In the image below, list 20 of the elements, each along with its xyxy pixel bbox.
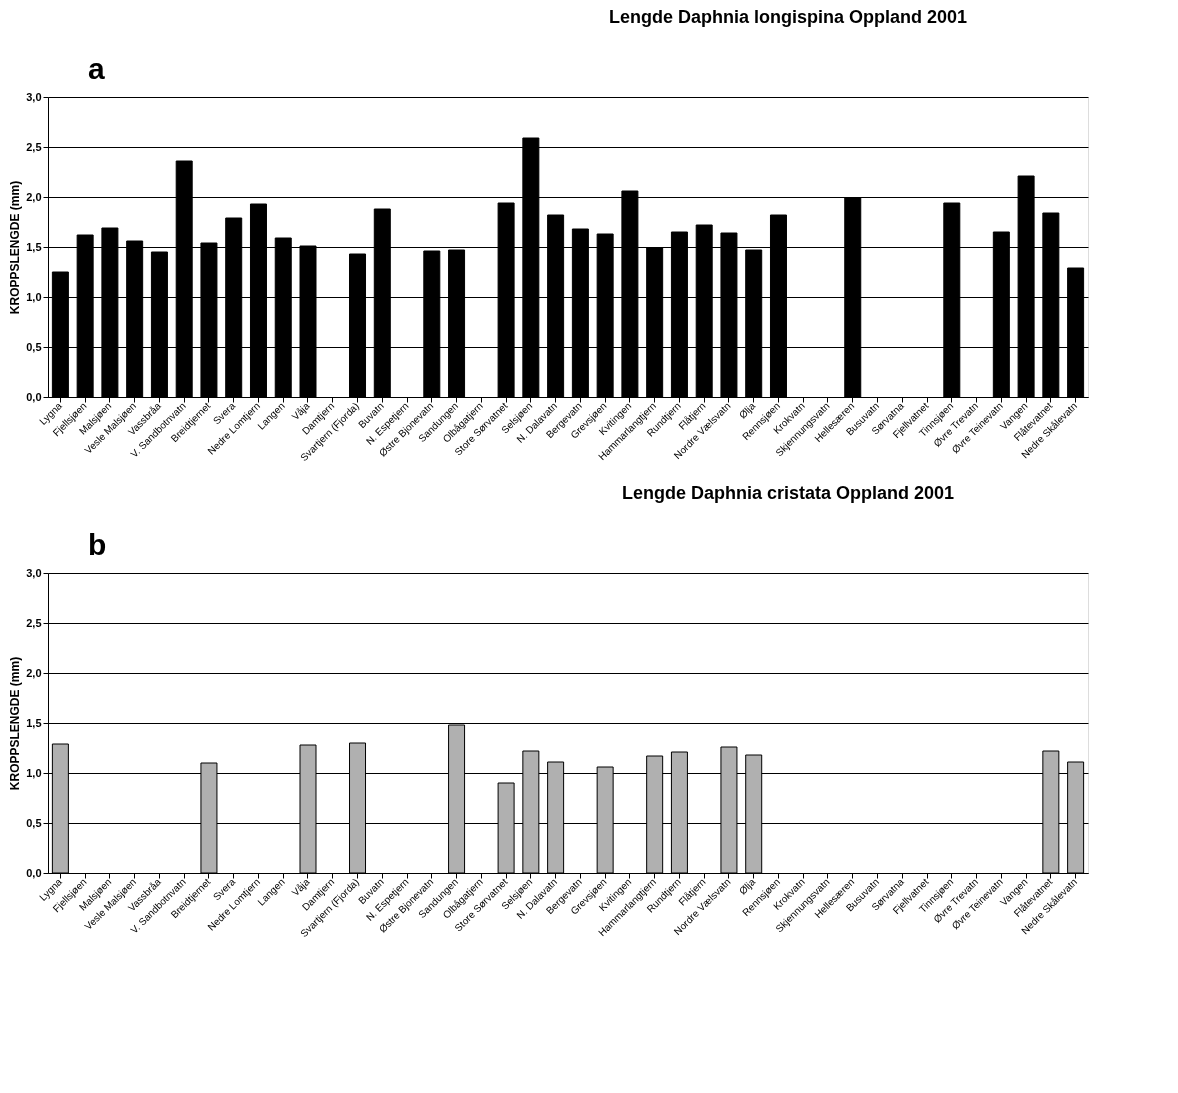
y-tick-label: 1,0 xyxy=(26,290,42,303)
y-tick-label: 0,5 xyxy=(26,816,42,829)
y-tick-label: 2,5 xyxy=(26,140,42,153)
y-tick-label: 0,0 xyxy=(26,390,42,403)
y-tick-label: 3,0 xyxy=(26,566,42,579)
y-tick-label: 3,0 xyxy=(26,90,42,103)
y-tick-label: 2,0 xyxy=(26,190,42,203)
y-tick-label: 0,5 xyxy=(26,340,42,353)
y-axis-title: KROPPSLENGDE (mm) xyxy=(8,180,23,315)
y-tick-label: 2,0 xyxy=(26,666,42,679)
text: a xyxy=(88,52,105,85)
y-tick-label: 1,5 xyxy=(26,240,42,253)
chart-title: Lengde Daphnia longispina Oppland 2001 xyxy=(608,7,968,27)
y-tick-label: 1,5 xyxy=(26,716,42,729)
text: b xyxy=(88,528,107,561)
y-tick-label: 0,0 xyxy=(26,866,42,879)
chart-title: Lengde Daphnia cristata Oppland 2001 xyxy=(621,483,955,503)
y-tick-label: 2,5 xyxy=(26,616,42,629)
y-tick-label: 1,0 xyxy=(26,766,42,779)
y-axis-title: KROPPSLENGDE (mm) xyxy=(8,656,23,791)
